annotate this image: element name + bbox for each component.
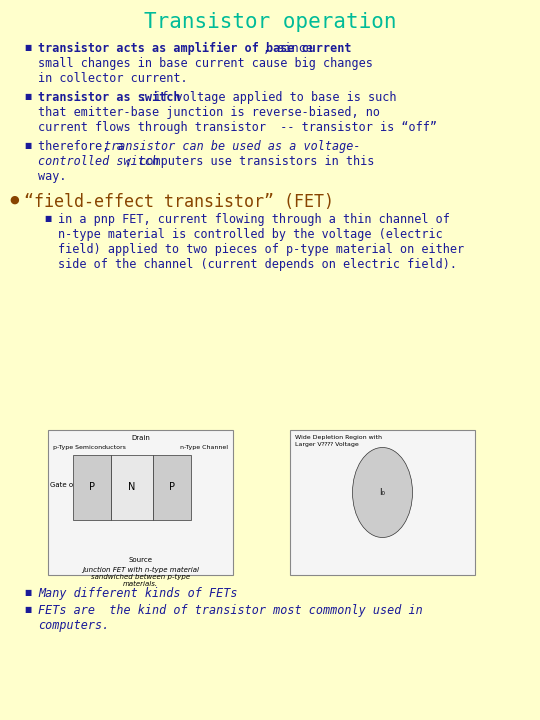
Ellipse shape <box>353 448 413 538</box>
Text: FETs are  the kind of transistor most commonly used in: FETs are the kind of transistor most com… <box>38 604 423 617</box>
Text: ●: ● <box>9 195 19 205</box>
Text: that emitter-base junction is reverse-biased, no: that emitter-base junction is reverse-bi… <box>38 106 380 119</box>
Text: ■: ■ <box>24 43 32 52</box>
Text: ■: ■ <box>24 605 32 614</box>
Text: small changes in base current cause big changes: small changes in base current cause big … <box>38 57 373 70</box>
Text: P: P <box>169 482 175 492</box>
Text: ■: ■ <box>24 588 32 597</box>
Text: I₀: I₀ <box>380 488 386 497</box>
Text: in a pnp FET, current flowing through a thin channel of: in a pnp FET, current flowing through a … <box>58 213 450 226</box>
Text: ■: ■ <box>44 214 52 223</box>
Text: n-Type Channel: n-Type Channel <box>180 445 228 450</box>
Text: transistor acts as amplifier of base current: transistor acts as amplifier of base cur… <box>38 42 352 55</box>
Text: transistor can be used as a voltage-: transistor can be used as a voltage- <box>104 140 361 153</box>
Text: Transistor operation: Transistor operation <box>144 12 396 32</box>
Text: ; computers use transistors in this: ; computers use transistors in this <box>125 155 374 168</box>
Text: N: N <box>129 482 136 492</box>
Text: Larger V⁇⁇ Voltage: Larger V⁇⁇ Voltage <box>295 442 359 447</box>
Text: : if voltage applied to base is such: : if voltage applied to base is such <box>140 91 397 104</box>
Text: Source: Source <box>129 557 152 563</box>
Text: ■: ■ <box>24 92 32 101</box>
Text: controlled switch: controlled switch <box>38 155 159 168</box>
Text: transistor as switch: transistor as switch <box>38 91 180 104</box>
Bar <box>111 455 153 520</box>
Text: p-Type Semiconductors: p-Type Semiconductors <box>53 445 126 450</box>
Bar <box>73 455 111 520</box>
Bar <box>290 430 475 575</box>
Text: , since: , since <box>263 42 313 55</box>
Text: way.: way. <box>38 170 66 183</box>
Text: computers.: computers. <box>38 619 109 632</box>
Bar <box>48 430 233 575</box>
Bar <box>153 455 191 520</box>
Text: P: P <box>89 482 95 492</box>
Text: Many different kinds of FETs: Many different kinds of FETs <box>38 587 238 600</box>
Text: current flows through transistor  -- transistor is “off”: current flows through transistor -- tran… <box>38 121 437 134</box>
Text: ■: ■ <box>24 141 32 150</box>
Text: in collector current.: in collector current. <box>38 72 187 85</box>
Text: n-type material is controlled by the voltage (electric: n-type material is controlled by the vol… <box>58 228 443 241</box>
Text: field) applied to two pieces of p-type material on either: field) applied to two pieces of p-type m… <box>58 243 464 256</box>
Text: Wide Depletion Region with: Wide Depletion Region with <box>295 435 382 440</box>
Text: therefore, a: therefore, a <box>38 140 131 153</box>
Text: Junction FET with n-type material
sandwiched between p-type
materials.: Junction FET with n-type material sandwi… <box>82 567 199 588</box>
Text: Drain: Drain <box>131 435 150 441</box>
Text: side of the channel (current depends on electric field).: side of the channel (current depends on … <box>58 258 457 271</box>
Text: “field-effect transistor” (FET): “field-effect transistor” (FET) <box>24 193 334 211</box>
Text: Gate o: Gate o <box>50 482 73 488</box>
